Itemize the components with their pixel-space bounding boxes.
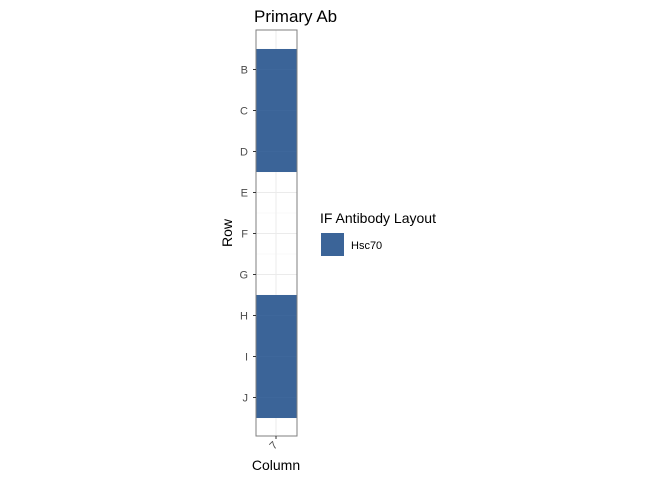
y-tick-label: F [241,229,248,241]
y-tick-label: I [245,352,248,364]
y-tick-label: C [240,106,248,118]
cell-layer [255,29,298,437]
x-tick-label: 7 [267,439,280,452]
legend-label: Hsc70 [351,240,382,252]
y-axis-title: Row [219,218,235,247]
legend-swatch [321,233,344,256]
legend: IF Antibody Layout Hsc70 [320,210,436,256]
y-tick-label: G [239,270,248,282]
y-tick-label: D [240,147,248,159]
y-tick-label: J [243,393,249,405]
y-axis: B C D E F G H I J [239,65,256,405]
x-axis: 7 [267,436,280,452]
chart-title: Primary Ab [254,7,337,26]
y-tick-label: E [241,188,248,200]
y-tick-label: B [241,65,248,77]
y-tick-label: H [240,311,248,323]
x-axis-title: Column [252,457,300,473]
legend-title: IF Antibody Layout [320,210,436,226]
